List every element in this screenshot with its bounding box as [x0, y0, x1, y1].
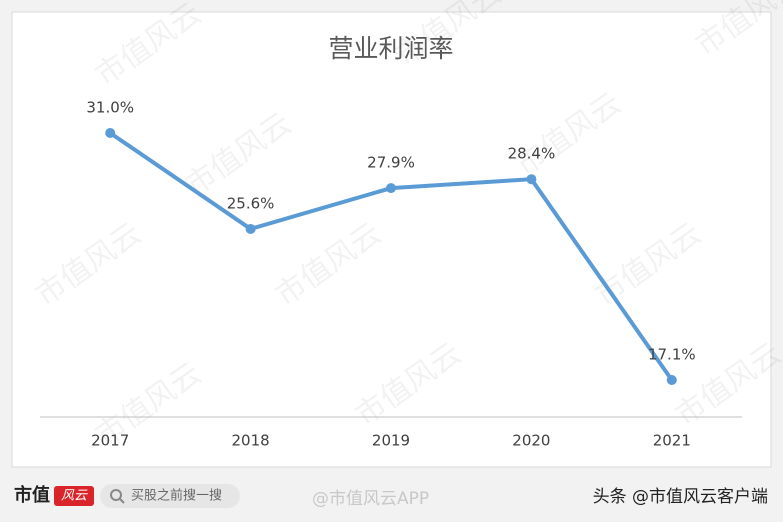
weibo-watermark: @市值风云APP [312, 489, 429, 509]
data-label: 17.1% [648, 346, 696, 364]
data-label: 28.4% [508, 145, 556, 163]
x-tick-label: 2017 [91, 432, 129, 450]
x-tick-label: 2018 [232, 432, 270, 450]
logo-tag-bg [54, 486, 94, 506]
search-icon [119, 498, 125, 504]
data-label: 27.9% [367, 154, 415, 172]
source: 头条 @市值风云客户端 [593, 487, 768, 507]
marker [666, 375, 677, 385]
marker [526, 174, 537, 185]
logo: 市值 [14, 484, 50, 506]
x-tick-label: 2019 [372, 432, 410, 450]
logo-tag: 风云 [61, 489, 88, 504]
search-box[interactable] [100, 484, 240, 508]
chart-title: 营业利润率 [328, 34, 453, 63]
search-text: 买股之前搜一搜 [131, 488, 222, 504]
x-tick-label: 2020 [512, 432, 550, 450]
marker [105, 128, 116, 138]
footer: 市值 风云 买股之前搜一搜 @市值风云APP 头条 @市值风云客户端 [14, 484, 768, 509]
search-icon [110, 489, 122, 501]
data-label: 25.6% [227, 194, 275, 212]
x-tick-label: 2021 [653, 432, 691, 450]
chart-area [11, 11, 772, 468]
marker [245, 223, 256, 234]
data-label: 31.0% [86, 99, 134, 117]
marker [386, 183, 396, 194]
